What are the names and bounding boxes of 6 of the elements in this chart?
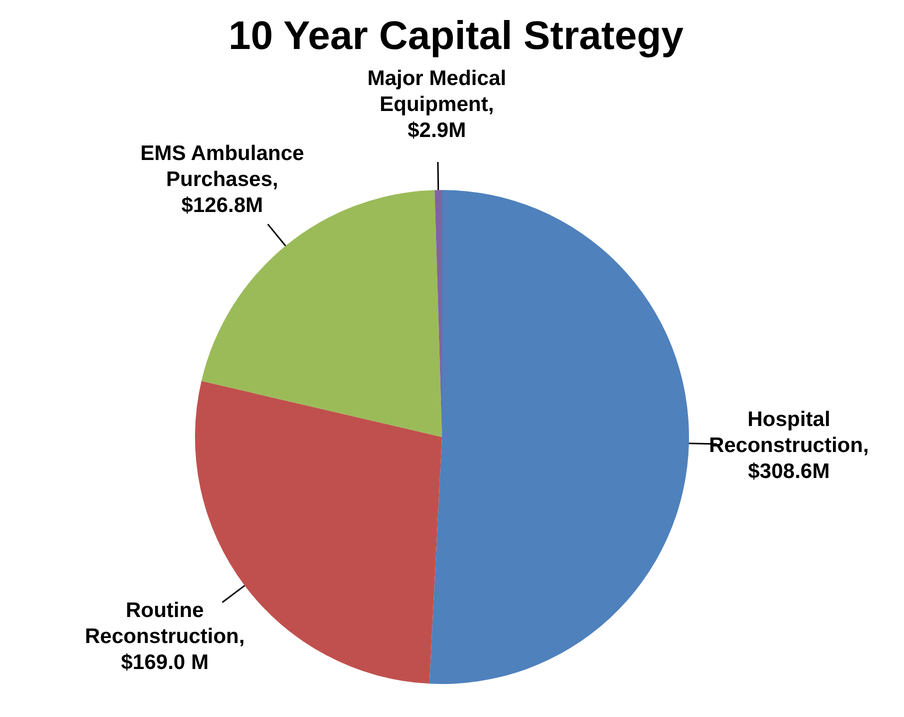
chart-title: 10 Year Capital Strategy	[227, 13, 685, 60]
slice-label: Routine Reconstruction, $169.0 M	[84, 598, 246, 676]
pie-slice	[429, 190, 689, 684]
slice-label: Major Medical Equipment, $2.9M	[366, 67, 508, 144]
slice-label: Hospital Reconstruction, $308.6M	[708, 406, 870, 484]
slice-label: EMS Ambulance Purchases, $126.8M	[139, 141, 306, 220]
